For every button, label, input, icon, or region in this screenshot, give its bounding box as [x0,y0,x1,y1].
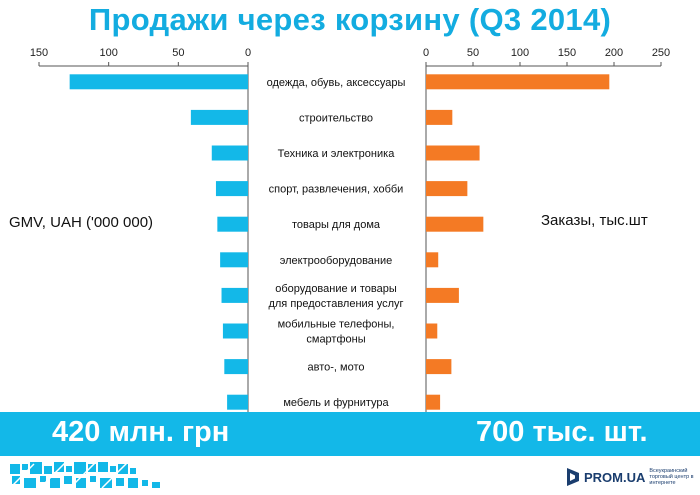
gmv-bar [227,394,248,410]
orders-bar [426,109,453,125]
category-label: электрооборудование [280,255,393,267]
right-x-tick-label: 200 [605,47,623,59]
right-x-tick-label: 150 [558,47,576,59]
orders-bar [426,323,438,339]
category-label: одежда, обувь, аксессуары [267,77,406,89]
gmv-bar [211,145,248,161]
orders-total: 700 тыс. шт. [476,416,648,448]
category-label: для предоставления услуг [268,298,403,310]
page-title: Продажи через корзину (Q3 2014) [88,2,612,37]
prom-mark-icon [567,468,579,486]
right-axis-title: Заказы, тыс.шт [541,212,648,229]
gmv-bar [69,74,248,90]
left-x-tick-label: 0 [245,47,251,59]
brand-logo-icon [10,462,160,489]
category-label: оборудование и товары [275,283,397,295]
gmv-bar [190,109,248,125]
gmv-bar [224,359,248,375]
right-x-tick-label: 100 [511,47,529,59]
prom-tagline: Всеукраинский торговый центр в интернете [649,468,694,486]
orders-bar [426,145,480,161]
right-x-tick-label: 0 [423,47,429,59]
gmv-bar [217,216,248,232]
orders-bar [426,252,439,268]
category-label: строительство [299,112,373,124]
gmv-bar [220,252,248,268]
orders-bar [426,216,484,232]
gmv-total: 420 млн. грн [52,416,230,448]
left-x-tick-label: 100 [99,47,117,59]
left-x-tick-label: 50 [172,47,184,59]
orders-bar [426,394,441,410]
category-label: мебель и фурнитура [283,397,389,409]
left-axis-title: GMV, UAH ('000 000) [9,214,154,231]
right-x-tick-label: 50 [467,47,479,59]
orders-bar [426,287,459,303]
prom-logo: PROM.UA Всеукраинский торговый центр в и… [566,466,700,488]
category-label: товары для дома [292,219,381,231]
gmv-bar [221,287,248,303]
orders-bar [426,181,468,197]
category-label: спорт, развлечения, хобби [269,184,404,196]
category-label: мобильные телефоны, [278,319,395,331]
gmv-bar [215,181,248,197]
orders-bar [426,74,610,90]
gmv-bar [222,323,248,339]
category-label: авто-, мото [308,362,365,374]
category-label: смартфоны [306,334,365,346]
right-x-tick-label: 250 [652,47,670,59]
orders-bar [426,359,452,375]
summary-banner: 420 млн. грн 700 тыс. шт. [0,412,700,456]
prom-brand-name: PROM.UA [584,469,646,485]
category-label: Техника и электроника [278,148,396,160]
left-x-tick-label: 150 [30,47,48,59]
